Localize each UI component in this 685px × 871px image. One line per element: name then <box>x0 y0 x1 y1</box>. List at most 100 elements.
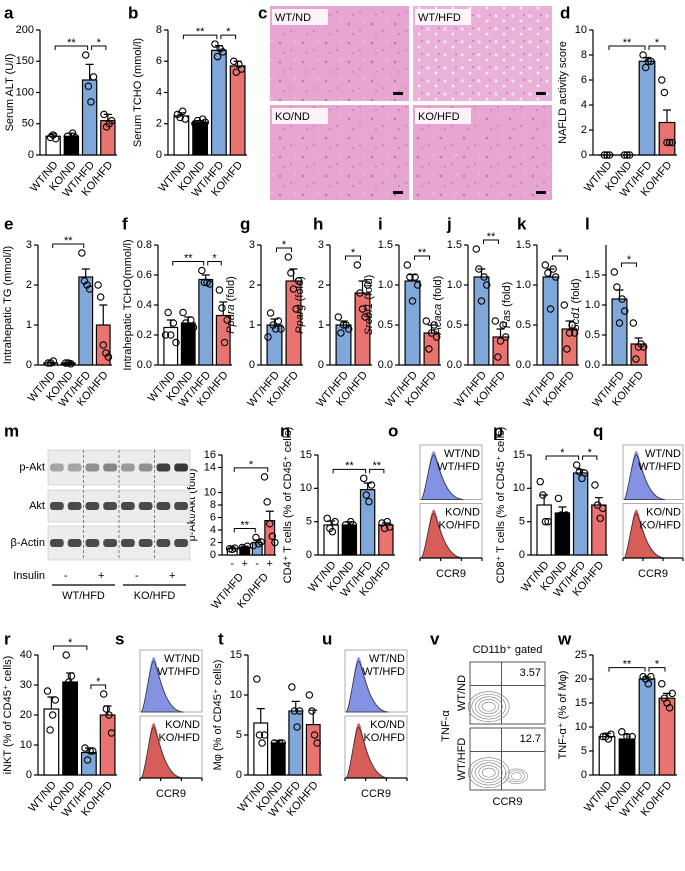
image-label: WT/HFD <box>418 12 461 24</box>
x-tick-label: + <box>242 558 248 570</box>
panel-letter: n <box>280 421 290 440</box>
y-tick-label: 0 <box>236 769 242 781</box>
blot-band <box>138 463 153 472</box>
data-point <box>570 329 579 337</box>
data-point <box>253 675 261 683</box>
y-tick-label: 15 <box>513 449 525 461</box>
significance-label: * <box>96 676 101 688</box>
error-bar <box>201 274 210 280</box>
y-tick-label: 2 <box>581 124 587 136</box>
panel-letter: j <box>446 214 452 233</box>
data-point <box>603 151 611 159</box>
y-tick-label: 0.0 <box>137 359 152 371</box>
error-bar <box>643 676 651 679</box>
contour <box>481 701 496 712</box>
blot-row-label: β-Actin <box>11 537 45 549</box>
data-point <box>339 321 348 329</box>
y-tick-label: 5 <box>236 729 242 741</box>
contour <box>474 762 503 783</box>
y-tick-label: 1.5 <box>447 239 462 251</box>
y-tick-label: 10 <box>575 24 587 36</box>
panel-letter: c <box>258 3 267 22</box>
data-point <box>647 57 655 65</box>
data-point <box>266 309 275 317</box>
contour <box>474 696 503 717</box>
y-label-text: (fold) <box>294 276 306 301</box>
y-axis-label: Intrahepatic TCHO(mmol/l) <box>122 239 134 370</box>
significance-label: * <box>351 247 356 259</box>
bar <box>198 278 214 366</box>
significance-label: * <box>560 447 565 459</box>
y-tick-label: 0 <box>306 549 312 561</box>
panel-letter: w <box>557 629 572 648</box>
blot-band <box>138 539 153 547</box>
data-point <box>427 329 436 337</box>
histogram-label: KO/ND <box>165 719 200 731</box>
data-point <box>200 278 209 287</box>
panel-letter: o <box>388 421 398 440</box>
data-point <box>613 283 621 291</box>
data-point <box>66 135 74 144</box>
y-tick-label: 0 <box>581 769 587 781</box>
blot-band <box>85 502 100 510</box>
histogram-peak-outline <box>420 454 464 500</box>
bar <box>99 714 116 776</box>
significance-bracket <box>608 45 646 50</box>
significance-label: * <box>212 252 217 264</box>
data-point <box>274 317 283 325</box>
significance-bracket <box>648 45 666 50</box>
y-axis-label: NAFLD activity score <box>557 41 569 144</box>
y-tick-label: 0 <box>26 769 32 781</box>
bar <box>210 49 227 156</box>
blot-band <box>103 539 117 547</box>
error-bar <box>291 700 300 711</box>
data-point <box>665 138 674 147</box>
data-point <box>167 331 175 339</box>
error-bar <box>256 708 265 723</box>
histogram-peak-outline <box>623 454 666 500</box>
data-point <box>544 517 552 526</box>
y-tick-label: 10 <box>230 689 242 701</box>
y-tick-label: 10 <box>20 739 32 751</box>
y-tick-label: 0.0 <box>378 359 393 371</box>
data-point <box>51 135 60 143</box>
data-point <box>539 491 547 499</box>
significance-bracket <box>52 645 88 650</box>
label-bg <box>272 108 328 124</box>
error-bar <box>103 113 112 121</box>
significance-bracket <box>207 261 222 266</box>
data-point <box>557 511 565 519</box>
y-tick-label: 0.0 <box>447 359 462 371</box>
panel-letter: u <box>322 629 332 648</box>
data-point <box>268 532 277 540</box>
bar <box>591 504 607 556</box>
y-tick-label: 1 <box>26 319 32 331</box>
bar <box>43 708 60 776</box>
y-tick-label: 0.5 <box>378 319 393 331</box>
y-tick-label: 20 <box>575 673 587 685</box>
data-point <box>292 305 300 313</box>
panel-letter: d <box>560 3 570 22</box>
significance-bracket <box>648 667 666 672</box>
histogram-peak-outline <box>420 512 464 559</box>
data-point <box>496 337 505 345</box>
data-point <box>107 729 116 737</box>
significance-label: * <box>97 37 102 49</box>
significance-label: ** <box>345 460 354 472</box>
y-axis-label: Ppara (fold) <box>225 276 237 333</box>
data-point <box>600 151 609 159</box>
y-tick-label: 10 <box>513 482 525 494</box>
bar <box>81 79 98 156</box>
data-point <box>181 115 190 123</box>
data-point <box>625 151 634 159</box>
data-point <box>559 517 568 526</box>
data-point <box>432 333 441 341</box>
data-point <box>599 504 607 513</box>
significance-label: ** <box>418 247 427 259</box>
data-point <box>323 514 331 523</box>
x-axis-label: CCR9 <box>156 788 186 800</box>
data-point <box>178 107 187 116</box>
y-tick-label: 20 <box>20 709 32 721</box>
y-tick-label: 0 <box>210 549 216 561</box>
blot-band <box>156 539 171 547</box>
